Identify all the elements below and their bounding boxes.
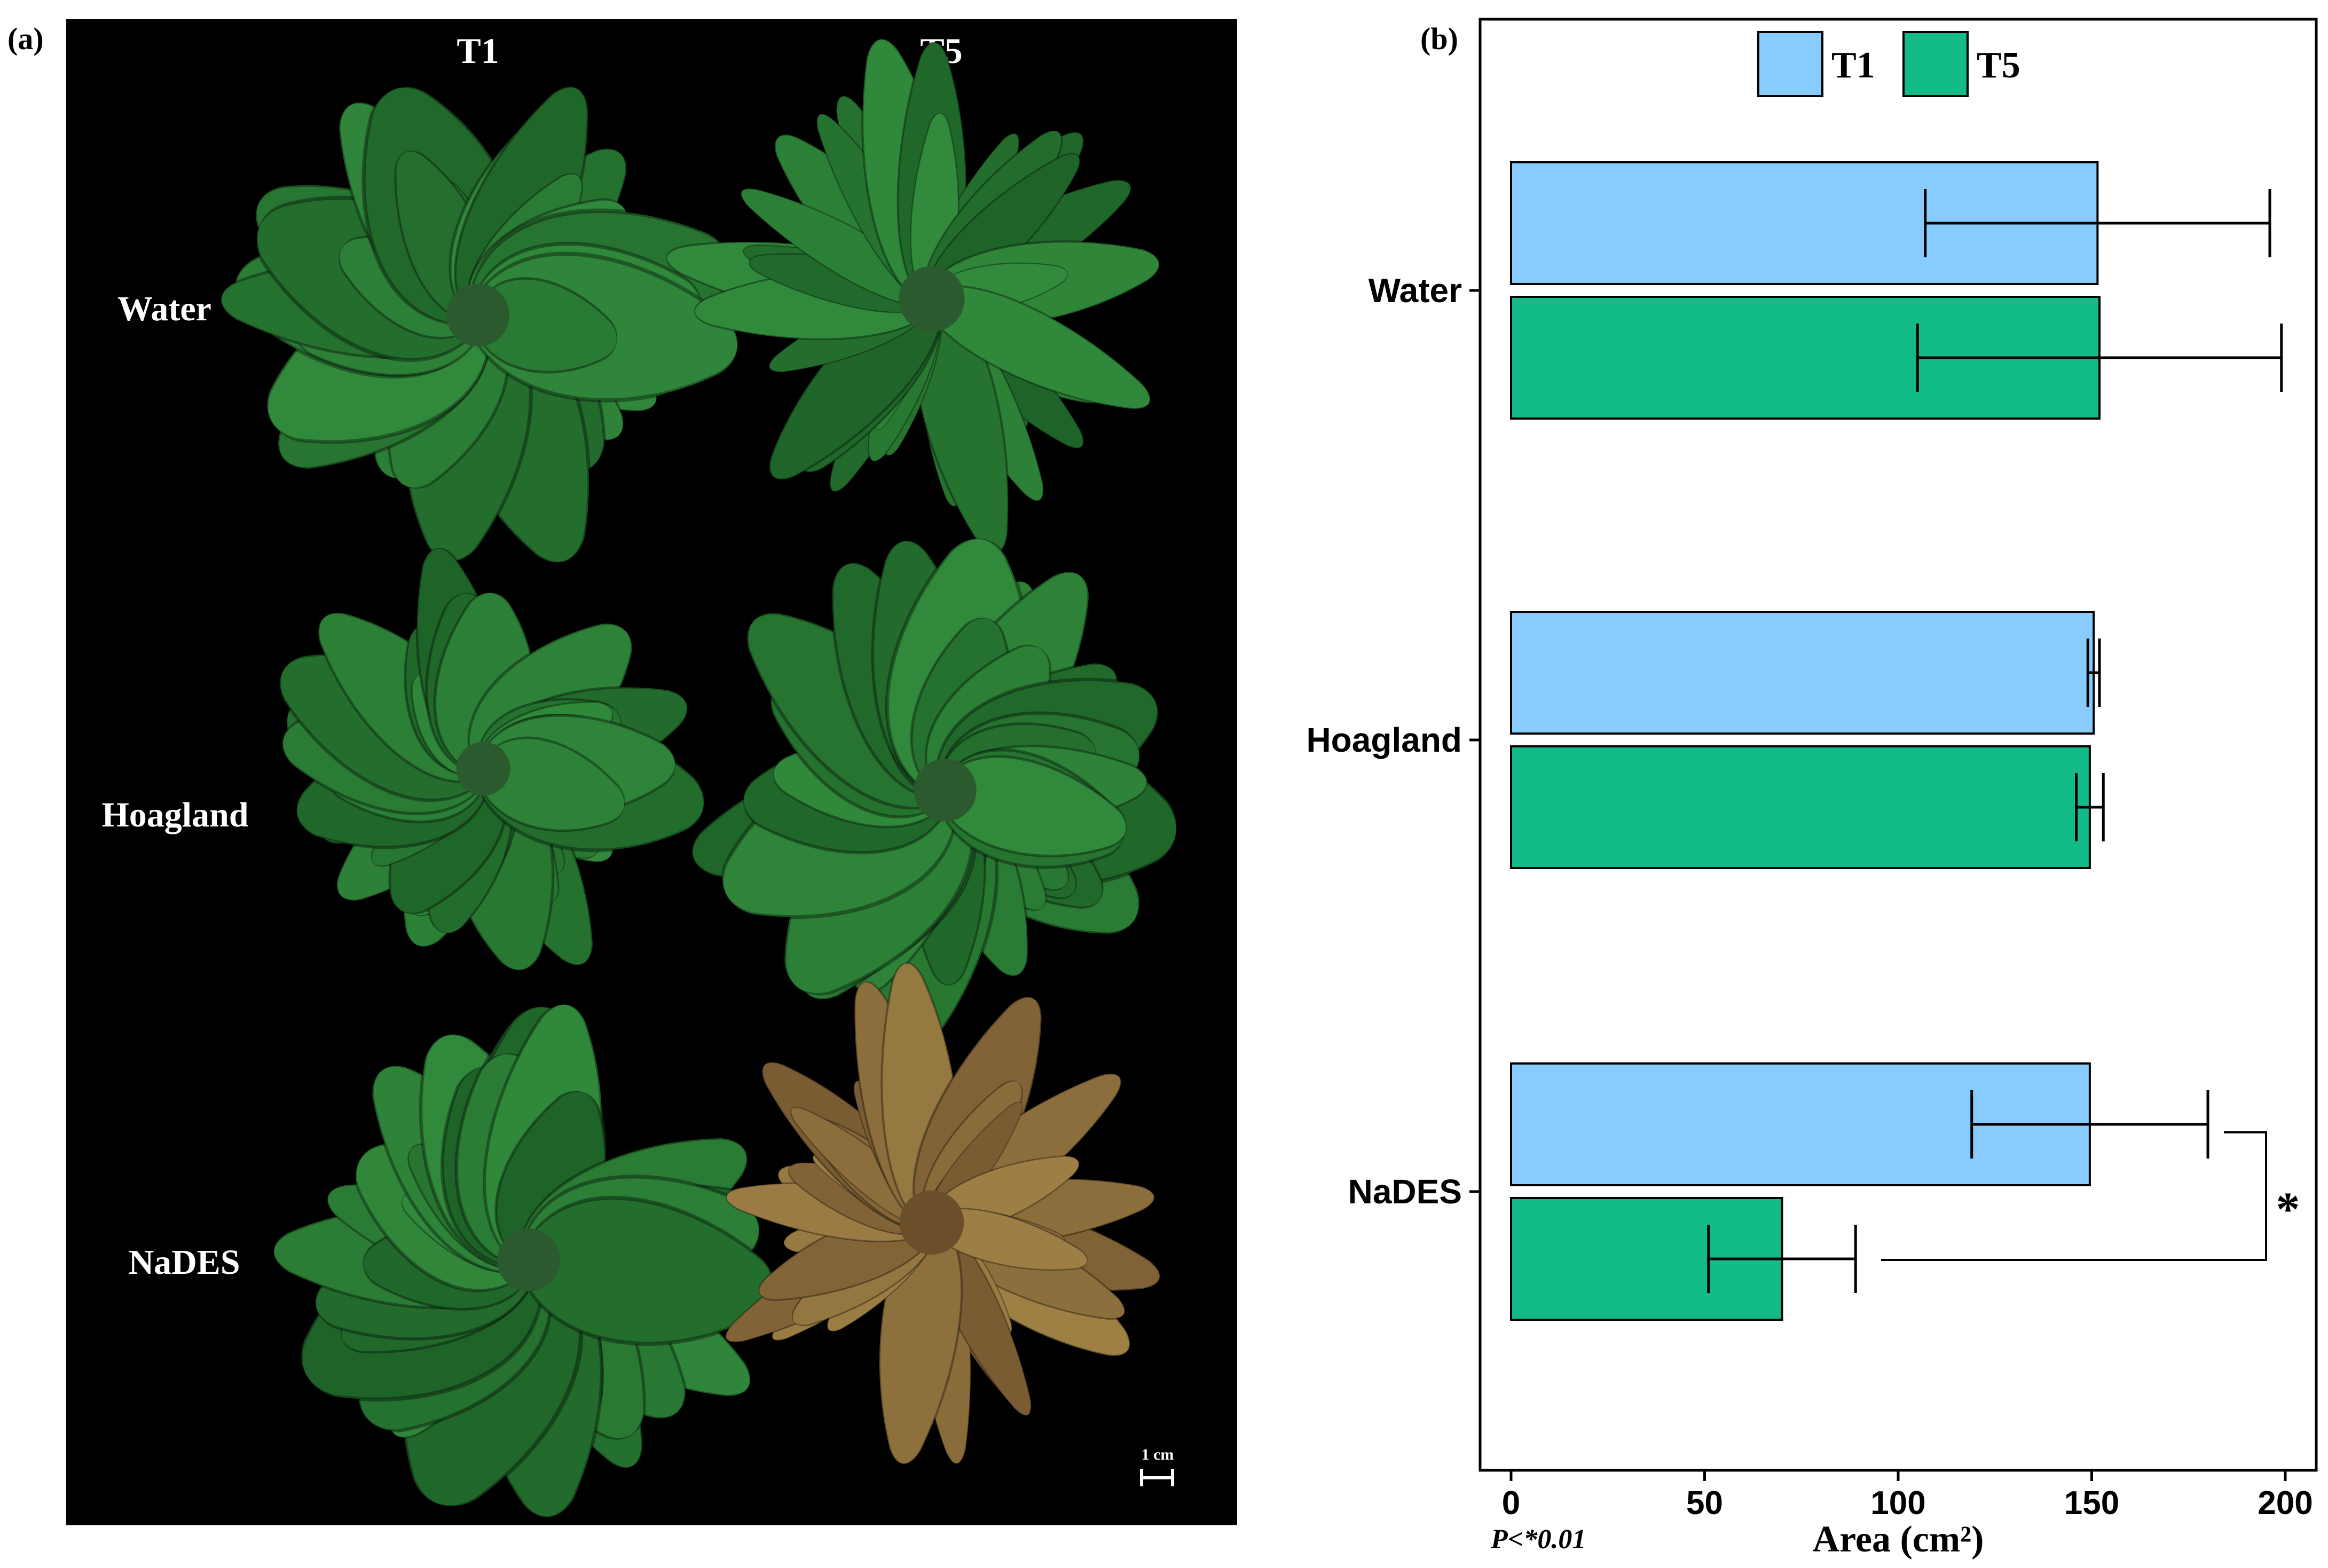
bars: [1510, 161, 2101, 1321]
plant-hoagland-t1-icon: [256, 540, 714, 982]
error-bar-hoagland-t1: [2086, 639, 2101, 707]
error-bar-nades-t1: [1970, 1090, 2209, 1159]
bar-hoagland-t1: [1510, 611, 2095, 735]
error-bars: [1707, 189, 2283, 1293]
column-label-t1: T1: [457, 30, 499, 71]
scale-bar-label: 1 cm: [1142, 1446, 1174, 1463]
plant-water-t1-icon: [219, 64, 748, 582]
legend-swatch-t5: [1902, 31, 1969, 97]
x-tick-label-150: 150: [2064, 1485, 2119, 1522]
category-label-hoagland: Hoagland: [1306, 721, 1462, 759]
x-tick-label-100: 100: [1870, 1485, 1925, 1522]
panel-b-label: (b): [1420, 21, 1458, 56]
x-tick-label-0: 0: [1502, 1485, 1520, 1522]
legend-label-t5: T5: [1977, 45, 2020, 86]
significance-bracket: [1881, 1131, 2267, 1261]
p-value-note: P<*0.01: [1490, 1524, 1586, 1555]
legend: T1 T5: [1757, 31, 2020, 97]
error-bar-hoagland-t5: [2075, 773, 2105, 841]
legend-swatch-t1: [1757, 31, 1823, 97]
plant-nades-t5-icon: [713, 959, 1169, 1468]
row-label-nades: NaDES: [128, 1243, 240, 1282]
error-bar-water-t1: [1924, 189, 2271, 257]
plant-water-t5-icon: [660, 31, 1166, 564]
row-label-hoagland: Hoagland: [101, 795, 248, 834]
plant-nades-t1-icon: [270, 997, 782, 1532]
panel-a-label: (a): [7, 21, 44, 56]
category-label-water: Water: [1369, 271, 1462, 310]
legend-label-t1: T1: [1831, 45, 1875, 86]
scale-bar-icon: [1140, 1469, 1174, 1486]
x-axis: 0 50 100 150 200: [1502, 1470, 2313, 1522]
x-tick-label-200: 200: [2258, 1485, 2313, 1522]
x-axis-title: Area (cm²): [1813, 1519, 1984, 1560]
plant-hoagland-t5-icon: [678, 530, 1189, 1052]
bar-hoagland-t5: [1510, 745, 2091, 869]
category-axis: Water Hoagland NaDES: [1306, 271, 1480, 1211]
row-label-water: Water: [117, 289, 211, 328]
category-label-nades: NaDES: [1348, 1172, 1462, 1211]
error-bar-nades-t5: [1707, 1225, 1857, 1293]
x-tick-label-50: 50: [1686, 1485, 1723, 1522]
plant-photos: [219, 31, 1190, 1532]
significance-star: *: [2276, 1183, 2300, 1236]
error-bar-water-t5: [1916, 324, 2283, 392]
